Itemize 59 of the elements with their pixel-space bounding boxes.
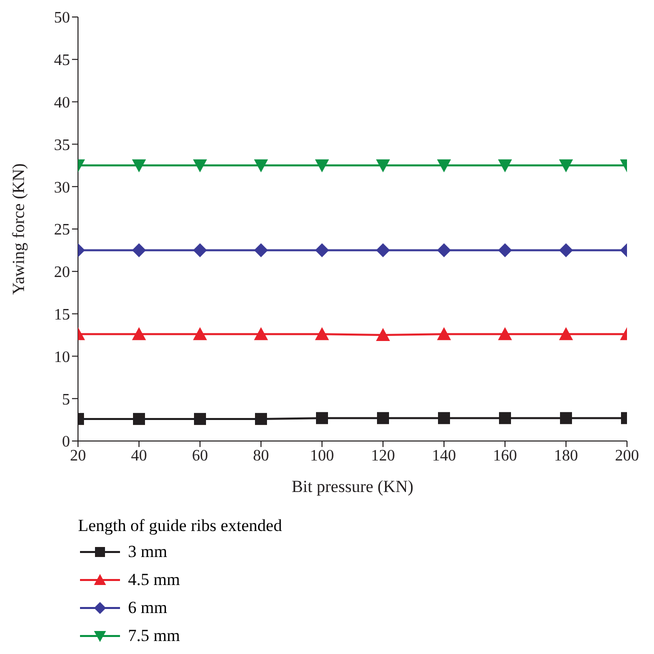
y-tick-label: 20 [54,264,70,282]
y-tick-label: 10 [54,348,70,366]
point [193,243,207,258]
y-tick-label: 45 [54,52,70,70]
point [255,412,267,425]
legend-label: 7.5 mm [128,626,180,646]
y-tick-label: 5 [62,391,70,408]
point [498,243,512,258]
point [133,412,145,425]
y-tick-label: 15 [54,306,70,324]
point [377,412,389,424]
point [376,159,390,172]
point [376,328,390,341]
y-tick-label: 0 [62,434,70,451]
legend-label: 3 mm [128,542,168,562]
x-tick-label: 140 [432,447,456,464]
point [437,327,451,340]
point [132,327,146,340]
x-tick-label: 160 [493,447,517,464]
point [437,159,451,172]
y-axis-title: Yawing force (KN) [9,163,28,295]
point [498,327,512,340]
y-tick-label: 40 [54,94,70,112]
point [194,412,206,425]
point [315,159,329,172]
x-tick-label: 100 [310,447,334,464]
point [499,412,511,424]
x-tick-label: 200 [615,447,639,464]
point [254,327,268,340]
point [132,243,146,258]
point [376,243,390,258]
point [559,243,573,258]
x-tick-label: 60 [192,447,208,464]
x-tick-label: 80 [253,447,269,464]
point [560,412,572,424]
point [559,327,573,340]
point [316,412,328,424]
legend-label: 4.5 mm [128,570,180,590]
point [438,412,450,424]
x-tick-label: 180 [554,447,578,464]
legend-label: 6 mm [128,598,168,618]
legend-title: Length of guide ribs extended [78,516,283,536]
point [315,327,329,340]
y-tick-label: 30 [54,179,70,196]
y-tick-label: 35 [54,136,70,154]
point [254,243,268,258]
point [437,243,451,258]
x-tick-label: 120 [371,447,395,464]
point [193,327,207,340]
point [132,159,146,172]
point [498,159,512,172]
point [254,159,268,172]
point [193,159,207,172]
y-tick-label: 25 [54,222,70,239]
point [315,243,329,258]
x-tick-label: 40 [131,447,147,464]
x-axis-title: Bit pressure (KN) [292,477,414,496]
point [559,159,573,172]
y-tick-label: 50 [54,10,70,27]
